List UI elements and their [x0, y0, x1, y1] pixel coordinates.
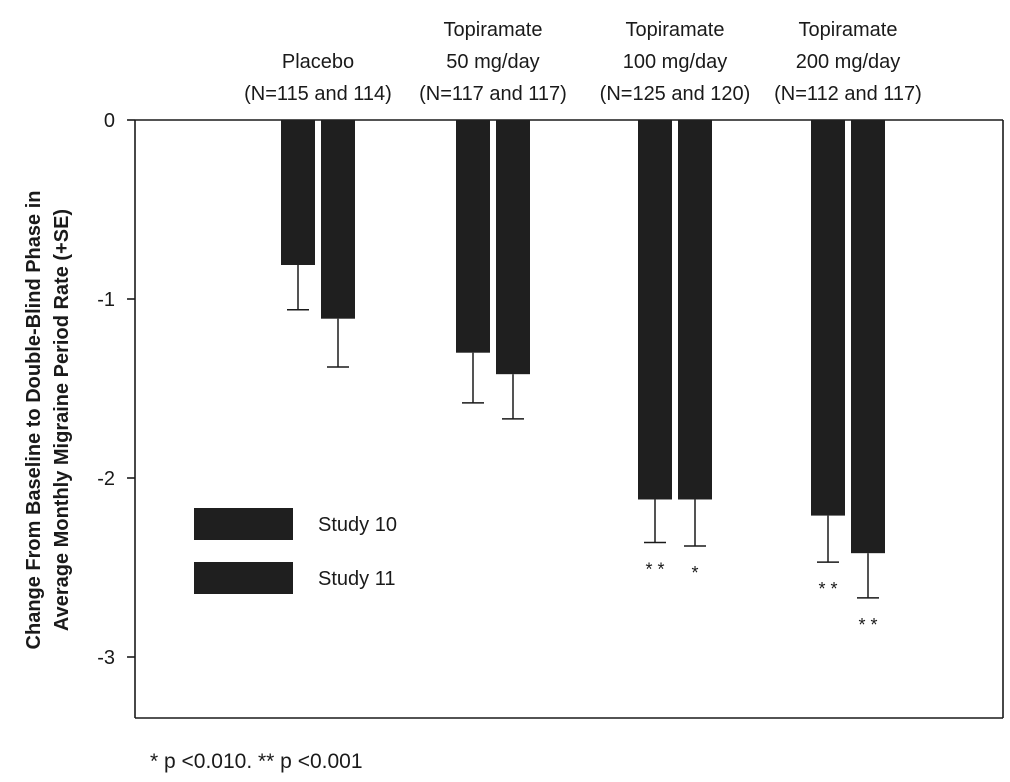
legend-label: Study 10 [318, 514, 397, 536]
significance-marker: * * [818, 579, 837, 599]
legend: Study 10 Study 11 [194, 508, 397, 594]
group-label-line: 200 mg/day [796, 51, 901, 73]
group-label-line: Placebo [282, 51, 354, 73]
bar [638, 120, 672, 500]
y-axis-title-line: Change From Baseline to Double-Blind Pha… [23, 191, 45, 650]
bar [321, 120, 355, 319]
group-label-line: 50 mg/day [446, 51, 539, 73]
bar [281, 120, 315, 265]
y-tick-label: -2 [97, 468, 115, 490]
y-tick-label: -3 [97, 647, 115, 669]
y-axis-title-line: Average Monthly Migraine Period Rate (+S… [51, 209, 73, 631]
group-label-line: (N=125 and 120) [600, 83, 751, 105]
group-label-line: Topiramate [444, 19, 543, 41]
significance-marker: * [691, 563, 698, 583]
bar [456, 120, 490, 353]
group-labels: Placebo (N=115 and 114) Topiramate 50 mg/da… [244, 19, 922, 105]
legend-swatch [194, 562, 293, 594]
bar-marks [281, 120, 885, 554]
error-bars [287, 264, 879, 599]
significance-footnote: * p <0.010. ** p <0.001 [150, 750, 363, 773]
significance-marker: * * [645, 559, 664, 579]
legend-label: Study 11 [318, 568, 395, 590]
group-label-line: 100 mg/day [623, 51, 728, 73]
group-label-line: (N=115 and 114) [244, 83, 392, 105]
bar [678, 120, 712, 500]
y-tick-label: 0 [104, 110, 115, 132]
bar [811, 120, 845, 516]
significance-marker: * * [858, 615, 877, 635]
group-label-line: (N=112 and 117) [774, 83, 922, 105]
group-label-line: (N=117 and 117) [419, 83, 567, 105]
y-tick-label: -1 [97, 289, 115, 311]
bar [496, 120, 530, 375]
group-label-line: Topiramate [626, 19, 725, 41]
y-axis-title: Change From Baseline to Double-Blind Pha… [23, 191, 73, 650]
legend-swatch [194, 508, 293, 540]
bar [851, 120, 885, 554]
y-axis-ticks: 0 -1 -2 -3 [97, 110, 135, 669]
significance-markers: * * * * * * * [645, 559, 877, 634]
group-label-line: Topiramate [799, 19, 898, 41]
